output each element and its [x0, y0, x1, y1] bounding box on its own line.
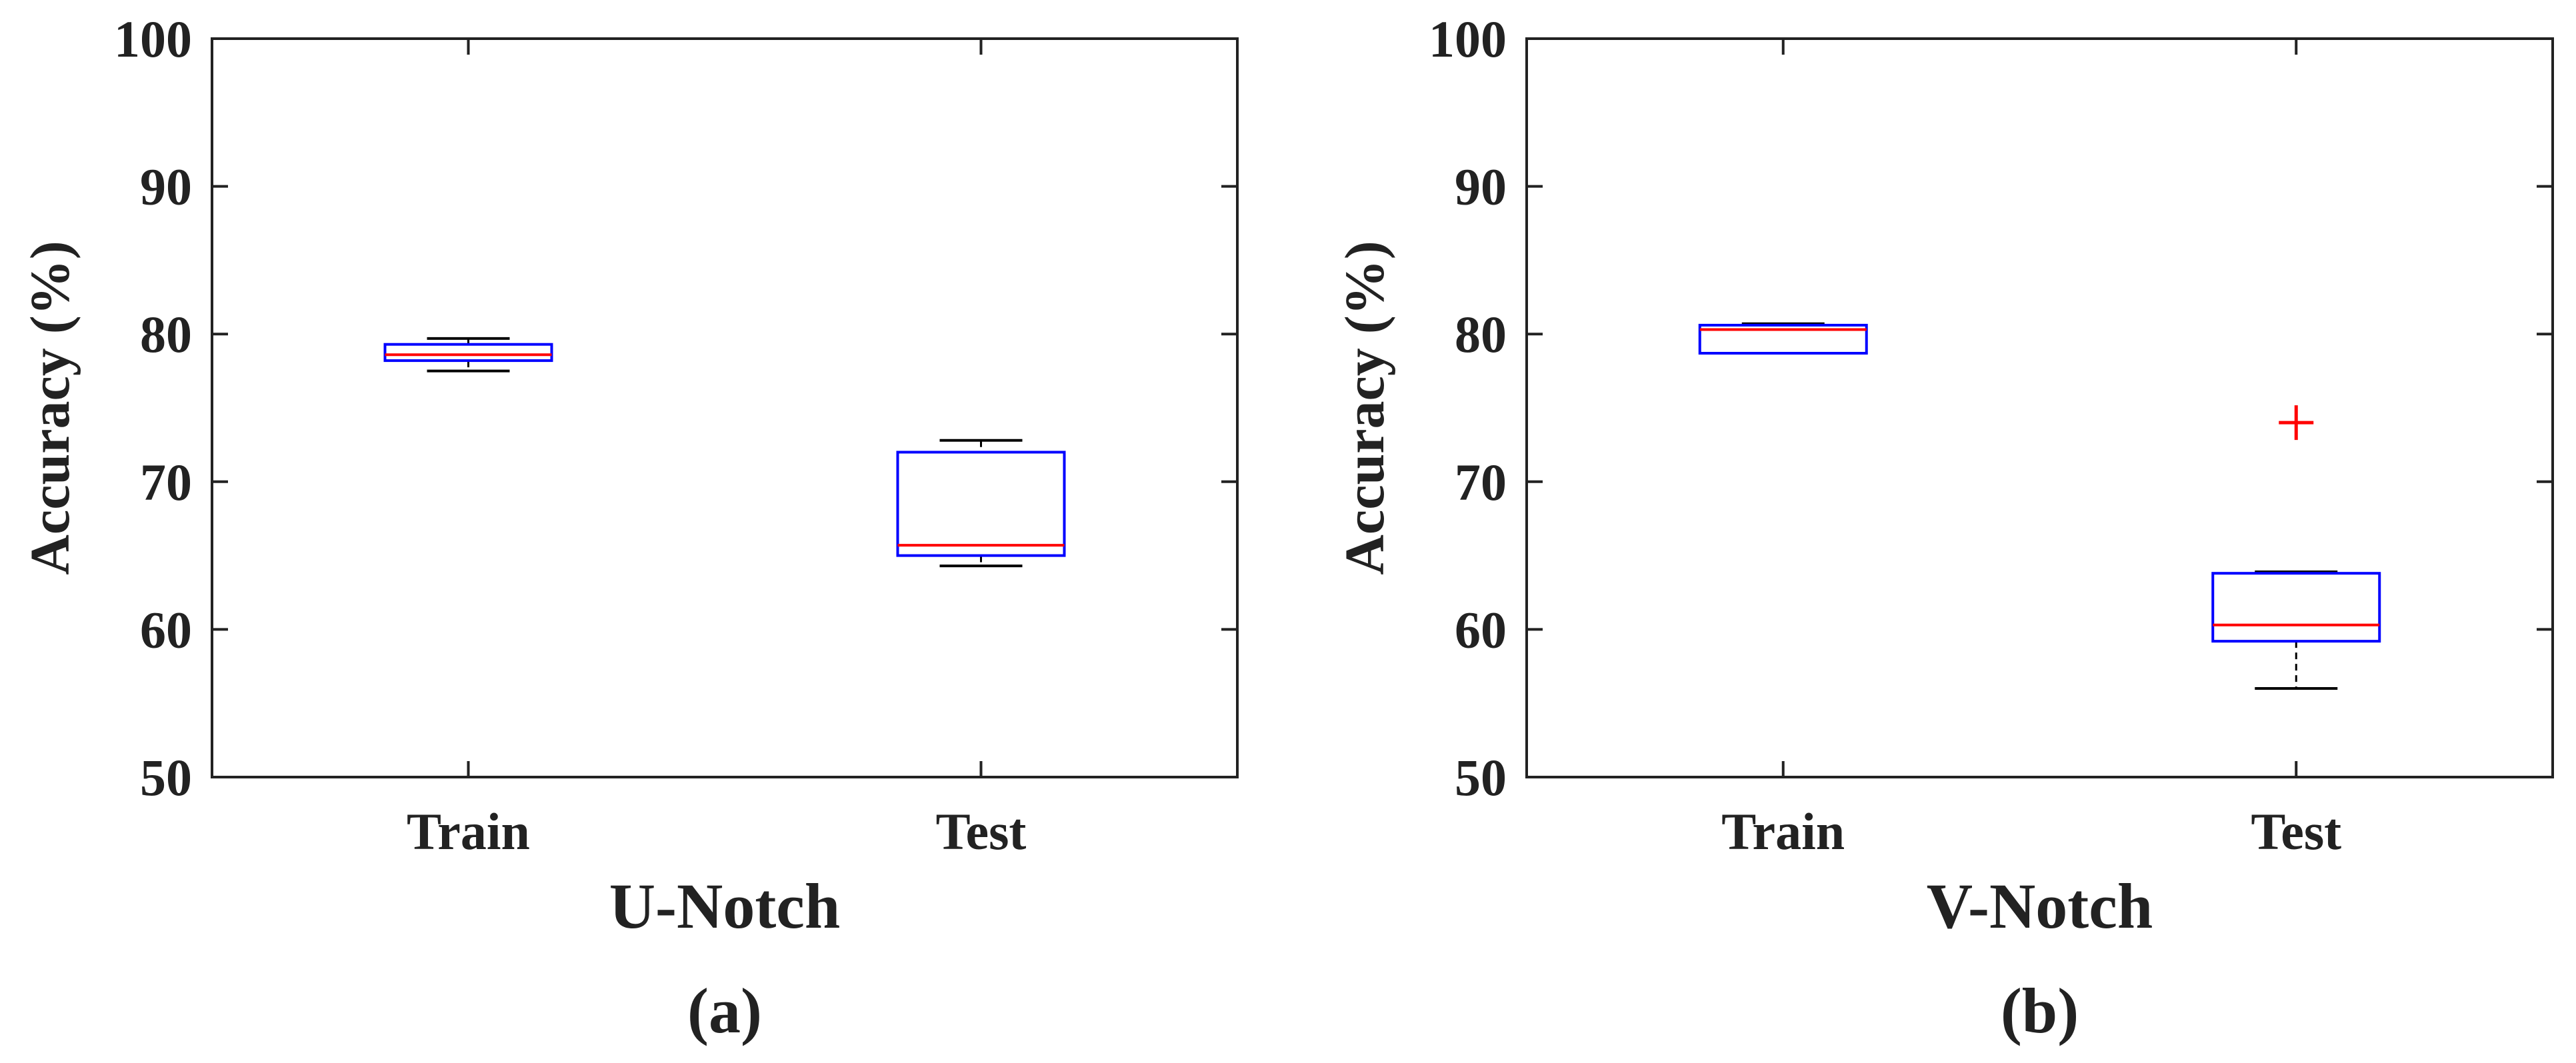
iqr-box [896, 451, 1066, 557]
y-tick-label: 70 [1455, 453, 1507, 511]
iqr-box [383, 343, 553, 363]
y-tick-label: 80 [140, 305, 192, 363]
panel-label: (a) [687, 975, 762, 1046]
y-tick-label: 90 [1455, 158, 1507, 216]
y-axis-label: Accuracy (%) [19, 241, 81, 574]
x-tick-label: Test [936, 802, 1027, 860]
x-tick-label: Train [1721, 802, 1845, 860]
x-axis-label: V-Notch [1927, 870, 2153, 942]
y-tick-label: 100 [114, 10, 192, 68]
y-tick-label: 50 [1455, 748, 1507, 806]
iqr-box [1698, 323, 1868, 355]
panel-v-notch: 50 60 70 80 90 100 Train Test Accuracy (%) V-Notc… [1334, 10, 2554, 1046]
x-axis-label: U-Notch [609, 870, 841, 942]
y-tick-label: 100 [1429, 10, 1507, 68]
box-train [383, 337, 553, 373]
x-tick-label: Train [407, 802, 530, 860]
x-tick-label: Test [2251, 802, 2341, 860]
y-tick-label: 60 [1455, 600, 1507, 658]
box-test [896, 439, 1066, 568]
axes-frame [1525, 37, 2554, 778]
y-tick-label: 60 [140, 600, 192, 658]
box-train [1698, 322, 1868, 355]
y-tick-label: 50 [140, 748, 192, 806]
axes-frame [211, 37, 1239, 778]
iqr-box [2211, 572, 2381, 643]
panel-label: (b) [2001, 975, 2079, 1046]
panel-u-notch: 50 60 70 80 90 100 Train Test Accuracy (%) U-Notc… [19, 10, 1239, 1046]
outlier-marker [2279, 405, 2314, 441]
y-tick-label: 70 [140, 453, 192, 511]
y-tick-label: 80 [1455, 305, 1507, 363]
y-tick-label: 90 [140, 158, 192, 216]
y-axis-label: Accuracy (%) [1334, 241, 1396, 574]
box-test [2211, 405, 2381, 690]
